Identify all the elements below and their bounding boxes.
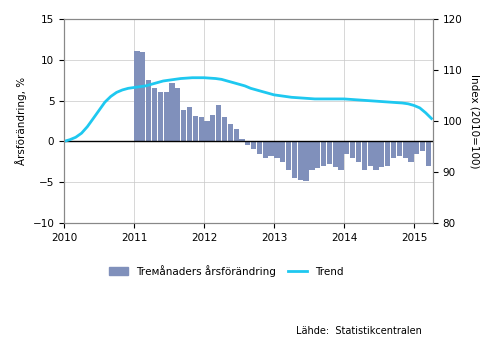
Bar <box>286 141 291 170</box>
Bar <box>303 141 309 181</box>
Bar <box>199 117 204 141</box>
Bar <box>210 115 215 141</box>
Bar <box>385 141 390 166</box>
Bar <box>379 141 384 167</box>
Bar <box>309 141 315 170</box>
Bar <box>280 141 286 162</box>
Bar <box>315 141 320 168</box>
Bar <box>228 124 233 141</box>
Bar <box>332 141 338 167</box>
Bar <box>350 141 355 158</box>
Bar <box>368 141 373 166</box>
Bar <box>373 141 379 170</box>
Bar <box>397 141 402 156</box>
Y-axis label: Årsförändring, %: Årsförändring, % <box>15 77 27 165</box>
Bar <box>269 141 274 156</box>
Bar <box>321 141 326 166</box>
Bar <box>234 129 239 141</box>
Bar <box>187 107 192 141</box>
Bar <box>216 105 221 141</box>
Bar <box>140 52 145 141</box>
Bar <box>292 141 297 178</box>
Bar <box>164 93 169 141</box>
Bar <box>175 88 180 141</box>
Bar <box>356 141 361 162</box>
Bar <box>391 141 396 158</box>
Bar <box>344 141 349 154</box>
Bar <box>158 92 163 141</box>
Bar <box>338 141 344 170</box>
Bar <box>414 141 419 154</box>
Bar <box>205 121 209 141</box>
Bar <box>263 141 268 158</box>
Bar <box>274 141 280 158</box>
Bar <box>420 141 425 151</box>
Bar <box>181 109 186 141</box>
Bar <box>193 116 198 141</box>
Bar <box>222 117 227 141</box>
Bar <box>409 141 413 162</box>
Bar <box>134 51 139 141</box>
Legend: Trемånaders årsförändring, Trend: Trемånaders årsförändring, Trend <box>105 261 348 281</box>
Bar <box>245 141 250 145</box>
Bar <box>426 141 431 166</box>
Bar <box>327 141 332 164</box>
Bar <box>169 83 174 141</box>
Bar <box>146 80 151 141</box>
Bar <box>362 141 367 170</box>
Bar <box>298 141 303 180</box>
Bar <box>403 141 408 158</box>
Bar <box>251 141 256 149</box>
Bar <box>152 88 157 141</box>
Text: Lähde:  Statistikcentralen: Lähde: Statistikcentralen <box>296 326 422 336</box>
Y-axis label: Index (2010=100): Index (2010=100) <box>469 74 479 168</box>
Bar <box>239 139 245 141</box>
Bar <box>257 141 262 154</box>
